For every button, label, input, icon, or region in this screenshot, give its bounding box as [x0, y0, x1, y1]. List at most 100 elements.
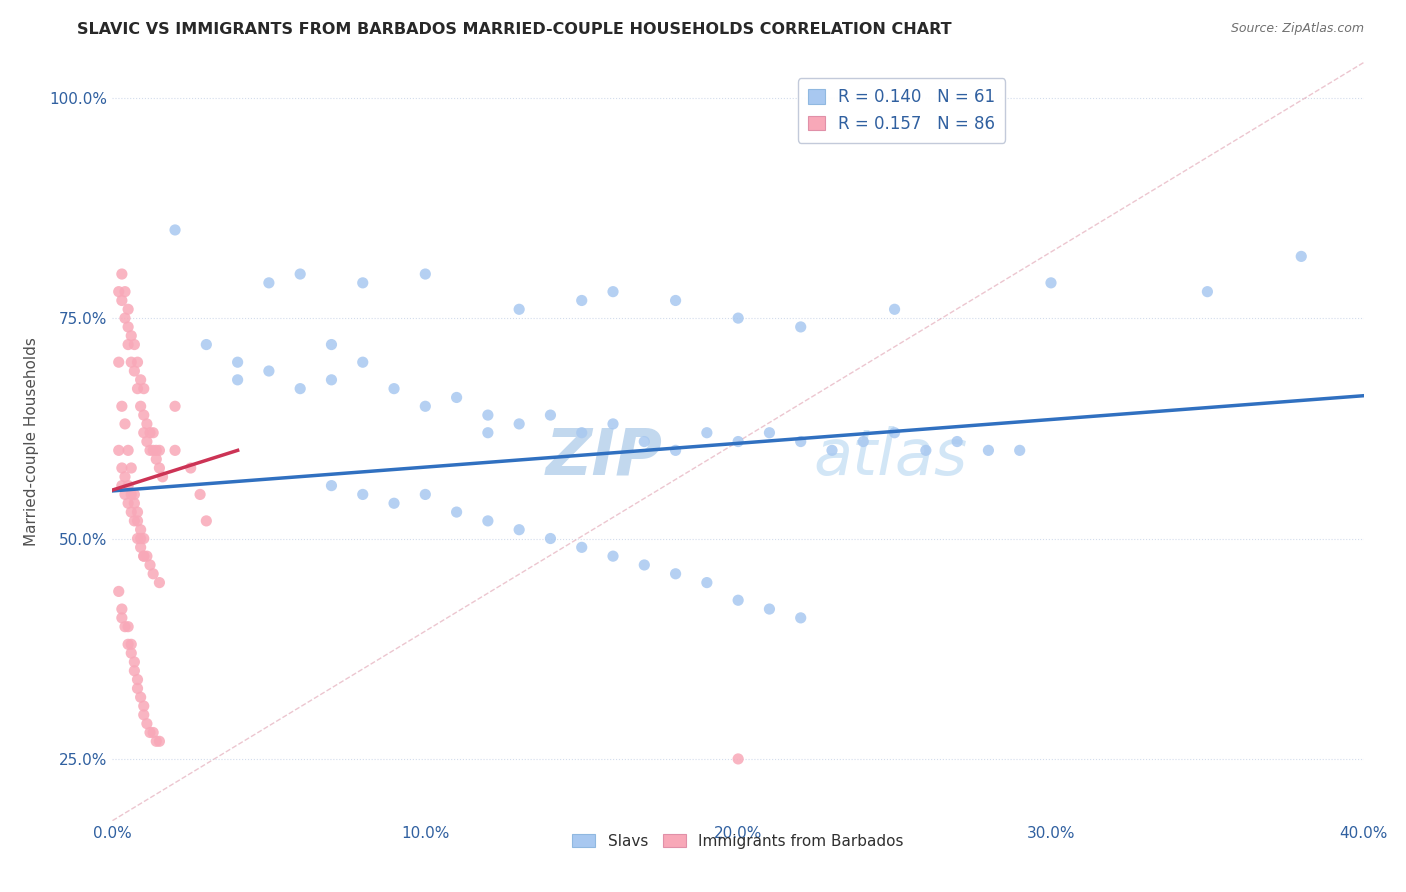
Point [1197, 285, 1219, 299]
Point [633, 558, 655, 572]
Point [117, 302, 139, 317]
Point [107, 285, 129, 299]
Point [117, 320, 139, 334]
Point [571, 293, 593, 308]
Point [111, 399, 134, 413]
Point [226, 355, 249, 369]
Point [508, 417, 530, 431]
Point [139, 425, 162, 440]
Point [696, 425, 718, 440]
Point [540, 532, 562, 546]
Point [790, 434, 813, 449]
Point [132, 707, 155, 722]
Point [124, 487, 146, 501]
Point [129, 532, 152, 546]
Point [142, 443, 165, 458]
Point [188, 487, 211, 501]
Point [664, 293, 686, 308]
Point [117, 496, 139, 510]
Point [114, 417, 136, 431]
Point [135, 434, 157, 449]
Point [127, 673, 149, 687]
Point [114, 470, 136, 484]
Point [148, 443, 170, 458]
Point [321, 373, 343, 387]
Point [124, 514, 146, 528]
Point [571, 541, 593, 555]
Point [290, 267, 312, 281]
Point [129, 373, 152, 387]
Point [195, 337, 218, 351]
Point [163, 399, 186, 413]
Point [664, 566, 686, 581]
Point [696, 575, 718, 590]
Point [852, 434, 875, 449]
Point [120, 355, 142, 369]
Point [132, 549, 155, 563]
Point [477, 408, 499, 422]
Point [446, 391, 468, 405]
Point [107, 443, 129, 458]
Point [727, 434, 749, 449]
Point [602, 549, 624, 563]
Y-axis label: Married-couple Households: Married-couple Households [24, 337, 38, 546]
Point [758, 602, 780, 616]
Point [142, 425, 165, 440]
Point [132, 699, 155, 714]
Point [127, 382, 149, 396]
Point [257, 276, 280, 290]
Point [477, 514, 499, 528]
Point [1008, 443, 1031, 458]
Point [129, 690, 152, 705]
Point [135, 549, 157, 563]
Point [132, 532, 155, 546]
Point [127, 514, 149, 528]
Point [977, 443, 1000, 458]
Legend: Slavs, Immigrants from Barbados: Slavs, Immigrants from Barbados [567, 828, 910, 855]
Point [321, 478, 343, 492]
Point [124, 496, 146, 510]
Point [129, 541, 152, 555]
Text: SLAVIC VS IMMIGRANTS FROM BARBADOS MARRIED-COUPLE HOUSEHOLDS CORRELATION CHART: SLAVIC VS IMMIGRANTS FROM BARBADOS MARRI… [77, 22, 952, 37]
Point [352, 355, 374, 369]
Point [124, 664, 146, 678]
Point [415, 267, 437, 281]
Text: ZIP: ZIP [546, 425, 664, 488]
Point [821, 443, 844, 458]
Point [145, 443, 167, 458]
Point [117, 478, 139, 492]
Point [111, 461, 134, 475]
Point [148, 575, 170, 590]
Point [117, 443, 139, 458]
Point [107, 584, 129, 599]
Point [758, 425, 780, 440]
Point [257, 364, 280, 378]
Point [883, 425, 905, 440]
Point [135, 716, 157, 731]
Text: Source: ZipAtlas.com: Source: ZipAtlas.com [1230, 22, 1364, 36]
Point [195, 514, 218, 528]
Point [790, 320, 813, 334]
Point [117, 637, 139, 651]
Point [117, 620, 139, 634]
Point [127, 681, 149, 696]
Point [132, 425, 155, 440]
Point [124, 364, 146, 378]
Point [111, 602, 134, 616]
Point [382, 496, 405, 510]
Point [508, 523, 530, 537]
Point [226, 373, 249, 387]
Point [120, 461, 142, 475]
Point [163, 443, 186, 458]
Point [540, 408, 562, 422]
Point [790, 611, 813, 625]
Point [111, 293, 134, 308]
Point [727, 593, 749, 607]
Point [114, 285, 136, 299]
Point [321, 337, 343, 351]
Point [142, 725, 165, 739]
Point [129, 399, 152, 413]
Point [1291, 249, 1313, 263]
Point [152, 470, 174, 484]
Point [142, 566, 165, 581]
